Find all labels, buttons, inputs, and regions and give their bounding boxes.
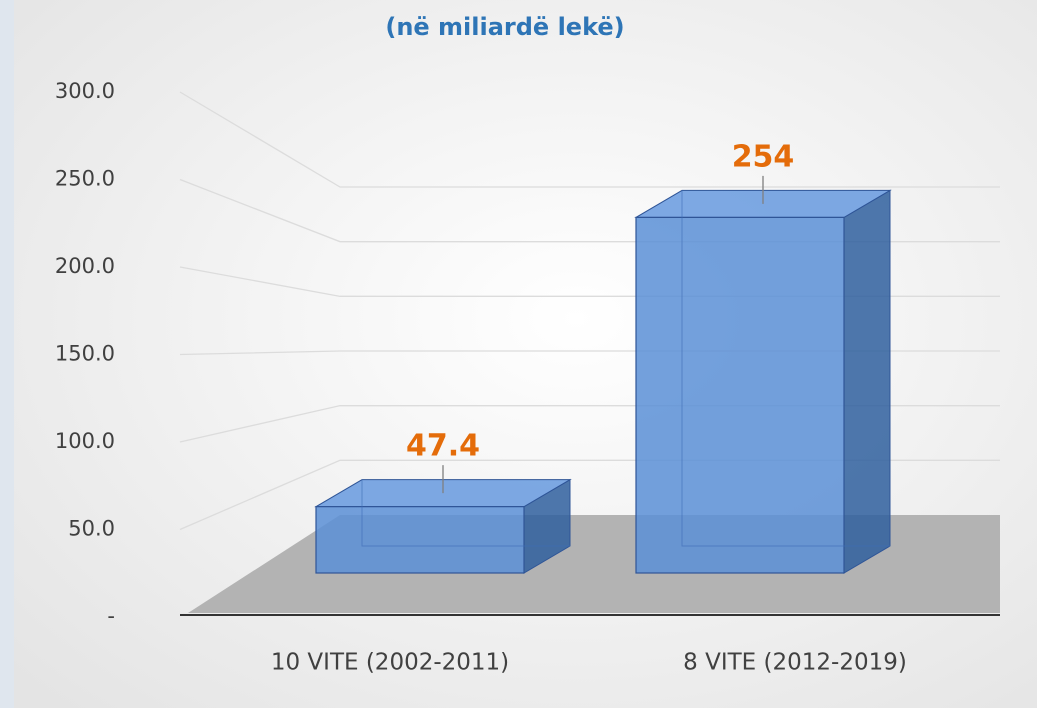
bar-front bbox=[635, 216, 845, 574]
y-tick-label: 50.0 bbox=[68, 517, 115, 541]
chart-title: (në miliardë lekë) bbox=[385, 13, 624, 41]
y-tick-label: - bbox=[107, 604, 115, 628]
x-tick-label: 8 VITE (2012-2019) bbox=[683, 650, 907, 676]
grid-line bbox=[179, 91, 1000, 188]
y-tick-label: 100.0 bbox=[55, 429, 115, 453]
y-tick-label: 200.0 bbox=[55, 254, 115, 278]
value-label: 47.4 bbox=[406, 429, 480, 464]
bar bbox=[634, 189, 892, 574]
y-tick-label: 250.0 bbox=[55, 167, 115, 191]
bar-back-edge bbox=[361, 479, 570, 547]
bar bbox=[314, 478, 572, 574]
bar-back-edge bbox=[681, 190, 890, 547]
value-label: 254 bbox=[732, 139, 795, 174]
x-tick-label: 10 VITE (2002-2011) bbox=[271, 650, 509, 676]
y-tick-label: 150.0 bbox=[55, 342, 115, 366]
bar-side bbox=[843, 189, 891, 574]
y-tick-label: 300.0 bbox=[55, 79, 115, 103]
bar-front bbox=[315, 506, 525, 574]
